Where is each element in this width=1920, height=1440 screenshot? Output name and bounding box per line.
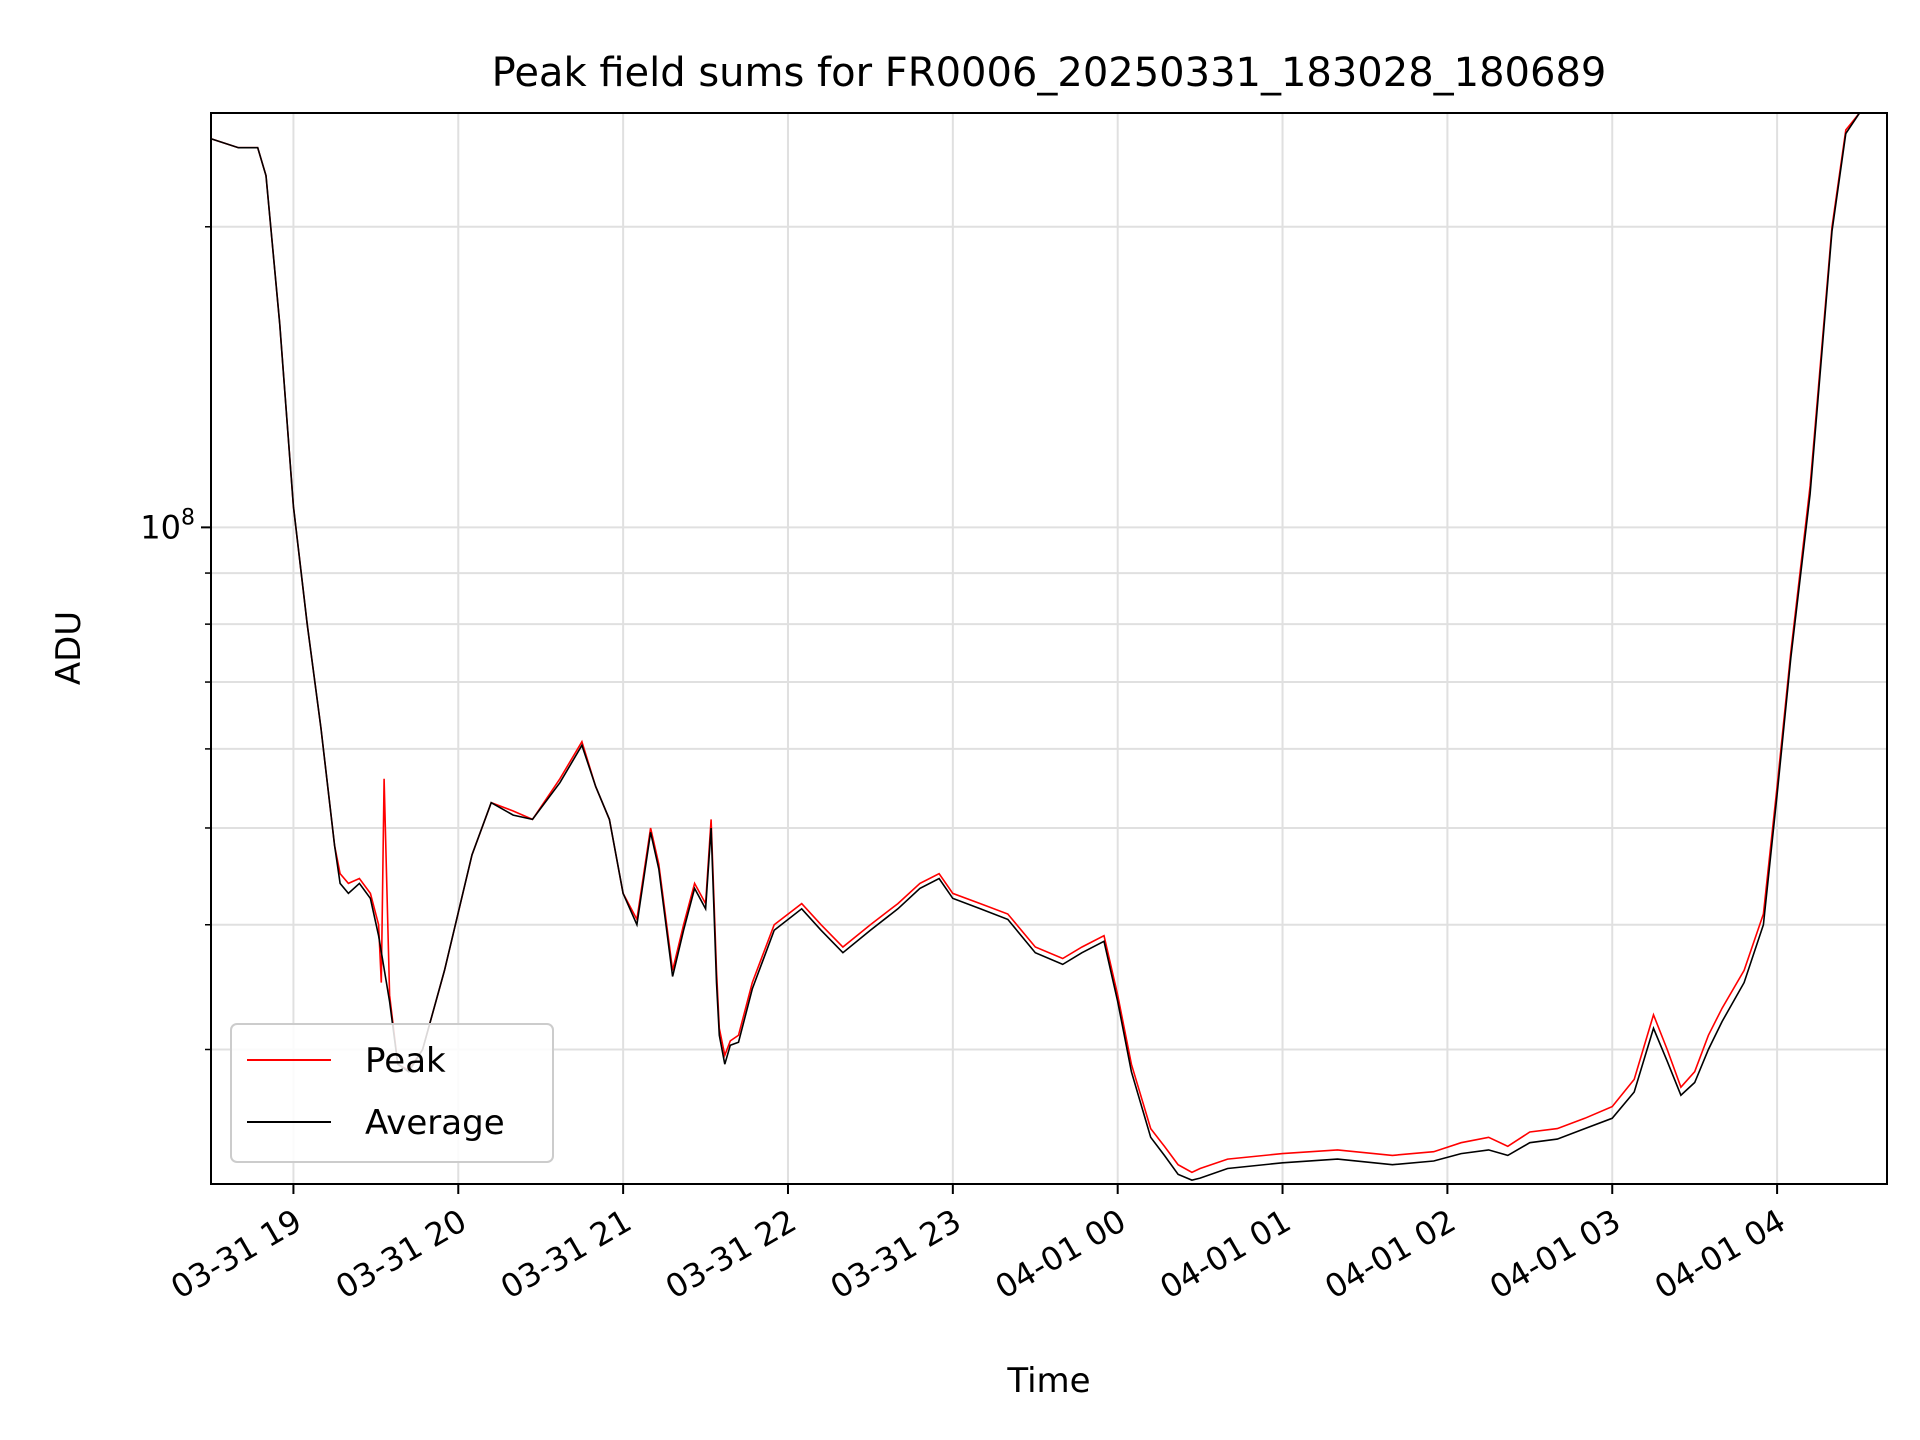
- x-axis-label: Time: [1006, 1361, 1090, 1401]
- y-tick-label: 108: [140, 505, 195, 546]
- y-axis-label: ADU: [49, 611, 89, 685]
- x-tick-label: 03-31 23: [824, 1202, 968, 1307]
- x-axis-ticks: 03-31 19 03-31 20 03-31 21 03-31 22 03-31 23…: [164, 1184, 1792, 1307]
- peak-series-line: [210, 112, 1861, 1174]
- x-tick-label: 04-01 04: [1648, 1202, 1792, 1307]
- x-tick-label: 04-01 00: [989, 1202, 1133, 1307]
- x-tick-label: 03-31 19: [164, 1202, 308, 1307]
- plot-frame: [210, 112, 1888, 1185]
- x-tick-label: 04-01 03: [1483, 1202, 1627, 1307]
- chart-title: Peak field sums for FR0006_20250331_1830…: [492, 50, 1607, 96]
- x-tick-label: 03-31 21: [494, 1202, 638, 1307]
- legend-peak-label: Peak: [365, 1041, 446, 1081]
- legend-box: [230, 1023, 554, 1163]
- x-tick-label: 04-01 01: [1154, 1202, 1298, 1307]
- x-tick-label: 03-31 22: [659, 1202, 803, 1307]
- y-tick-base: 10: [140, 508, 181, 546]
- x-tick-label: 03-31 20: [329, 1202, 473, 1307]
- legend-average-label: Average: [365, 1103, 505, 1143]
- x-tick-label: 04-01 02: [1318, 1202, 1462, 1307]
- y-tick-exponent: 8: [181, 505, 195, 530]
- y-axis-ticks: 108: [140, 226, 211, 1051]
- legend: Peak Average: [230, 1023, 554, 1163]
